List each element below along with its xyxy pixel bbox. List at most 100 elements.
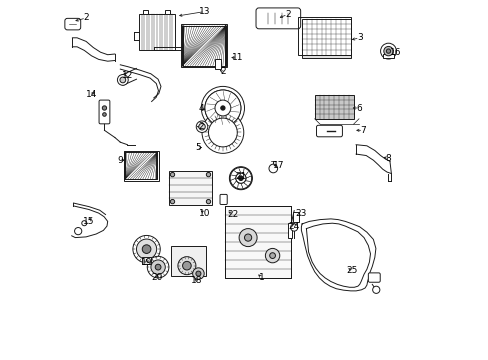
Bar (314, 95, 353, 119)
Circle shape (136, 239, 156, 259)
Text: 9: 9 (117, 156, 123, 165)
Circle shape (386, 49, 390, 53)
Circle shape (102, 106, 106, 110)
Circle shape (202, 112, 244, 153)
Bar (287, 223, 291, 238)
FancyBboxPatch shape (220, 194, 227, 204)
Text: 2: 2 (220, 68, 225, 77)
Bar (383, 54, 393, 58)
Circle shape (151, 260, 165, 274)
Bar (224, 206, 291, 278)
Circle shape (229, 167, 252, 190)
Text: 11: 11 (231, 53, 243, 62)
Circle shape (117, 75, 128, 85)
Circle shape (81, 221, 87, 226)
Text: 23: 23 (295, 209, 306, 217)
Bar (170, 246, 205, 276)
Text: 4: 4 (198, 104, 203, 113)
Circle shape (192, 268, 204, 279)
Circle shape (215, 100, 230, 116)
Text: 8: 8 (385, 154, 390, 163)
Text: 19: 19 (141, 258, 152, 267)
FancyBboxPatch shape (316, 125, 342, 137)
Circle shape (102, 113, 106, 116)
Circle shape (182, 261, 191, 270)
Circle shape (155, 264, 161, 270)
Circle shape (75, 228, 81, 235)
Bar (125, 152, 157, 179)
Circle shape (238, 176, 243, 180)
Circle shape (265, 248, 279, 263)
Circle shape (142, 245, 151, 253)
Circle shape (199, 123, 205, 130)
Text: 2: 2 (83, 13, 89, 22)
Text: 3: 3 (356, 33, 362, 42)
Circle shape (147, 256, 168, 278)
Bar (302, 55, 350, 58)
Text: 20: 20 (151, 274, 163, 282)
Text: 2: 2 (285, 10, 290, 19)
Bar (142, 257, 151, 264)
Bar (297, 17, 350, 55)
Circle shape (244, 234, 251, 241)
Circle shape (372, 286, 379, 293)
Text: 25: 25 (346, 266, 357, 275)
Bar (302, 19, 350, 55)
Circle shape (235, 173, 245, 183)
Circle shape (235, 173, 245, 183)
Circle shape (178, 257, 196, 275)
Circle shape (170, 172, 174, 177)
Circle shape (206, 172, 210, 177)
Circle shape (208, 118, 237, 147)
Text: 21: 21 (235, 172, 246, 181)
Text: 18: 18 (191, 276, 203, 285)
Text: 24: 24 (288, 222, 299, 231)
Text: 15: 15 (83, 217, 95, 226)
Circle shape (230, 167, 251, 189)
Text: 22: 22 (227, 210, 238, 219)
Circle shape (204, 90, 241, 126)
Text: 16: 16 (389, 48, 401, 57)
Bar (142, 10, 148, 14)
Bar (181, 24, 227, 67)
Bar (182, 26, 225, 66)
Circle shape (290, 224, 297, 231)
Text: 6: 6 (356, 104, 362, 112)
FancyBboxPatch shape (367, 273, 380, 282)
Circle shape (383, 46, 392, 56)
Text: 7: 7 (360, 126, 366, 135)
Text: 12: 12 (122, 71, 133, 80)
Bar (224, 206, 291, 278)
Text: 5: 5 (194, 143, 200, 152)
Text: 14: 14 (85, 90, 97, 99)
Text: 10: 10 (199, 209, 210, 217)
Circle shape (230, 167, 251, 189)
FancyBboxPatch shape (65, 18, 81, 30)
Bar (123, 151, 159, 181)
Circle shape (206, 199, 210, 204)
FancyBboxPatch shape (256, 8, 300, 29)
Bar (168, 171, 212, 205)
Bar (139, 14, 174, 50)
Text: 2: 2 (198, 122, 203, 131)
Bar (215, 59, 221, 69)
Circle shape (380, 43, 396, 59)
Circle shape (133, 235, 160, 263)
Bar (292, 212, 298, 222)
Circle shape (170, 199, 174, 204)
Text: 1: 1 (258, 274, 264, 282)
FancyBboxPatch shape (99, 100, 110, 124)
Circle shape (196, 121, 207, 132)
Text: 17: 17 (272, 161, 284, 170)
Circle shape (268, 164, 277, 173)
Circle shape (239, 229, 257, 247)
Circle shape (196, 271, 201, 276)
Circle shape (238, 176, 243, 180)
Text: 13: 13 (199, 7, 210, 16)
Circle shape (269, 253, 275, 258)
Circle shape (201, 86, 244, 130)
Circle shape (204, 90, 241, 126)
Circle shape (120, 77, 125, 83)
Bar (164, 10, 170, 14)
Circle shape (220, 106, 224, 110)
